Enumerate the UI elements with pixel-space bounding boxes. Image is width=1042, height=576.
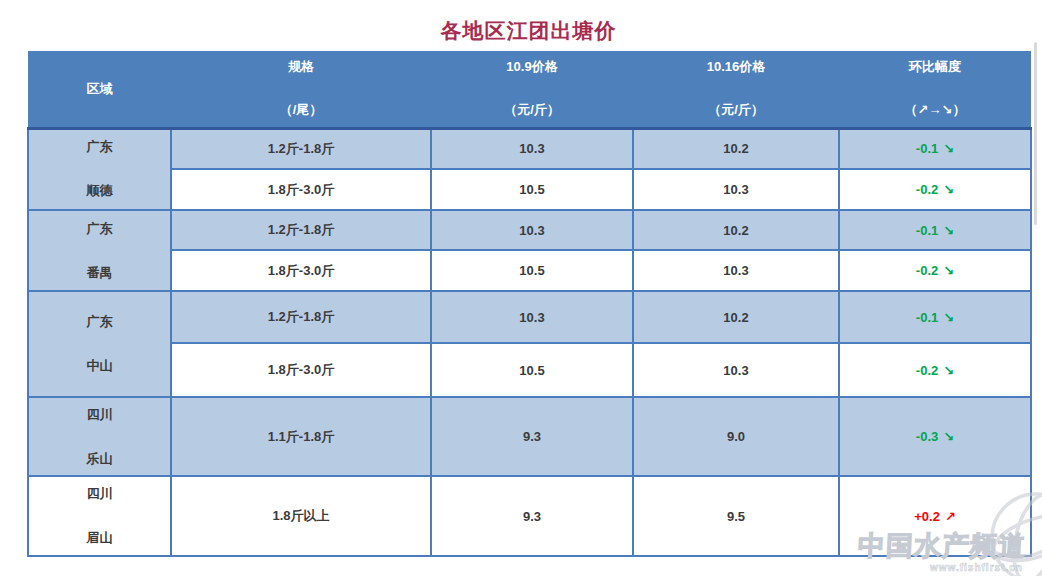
- watermark: 中国水产频道 www.fishfirst.cn: [858, 528, 1042, 576]
- price-new-cell: 10.2: [633, 210, 839, 250]
- change-cell: -0.1 ↘: [839, 291, 1031, 343]
- region-cell: 四川 乐山: [28, 397, 171, 476]
- table-row: 广东 顺德 1.2斤-1.8斤 10.3 10.2 -0.1↘: [28, 128, 1031, 169]
- trend-down-icon: ↘: [943, 310, 954, 325]
- change-cell: -0.1 ↘: [839, 128, 1031, 169]
- col-header-price-new: 10.16价格 （元/斤）: [633, 51, 839, 128]
- change-value: +0.2: [914, 509, 940, 524]
- trend-down-icon: ↘: [943, 263, 954, 278]
- spec-cell: 1.8斤以上: [171, 476, 431, 556]
- change-cell: -0.2 ↘: [839, 250, 1031, 291]
- region-line: 番禺: [87, 264, 113, 282]
- col-header-price-old: 10.9价格 （元/斤）: [431, 51, 633, 128]
- price-new-cell: 10.3: [633, 343, 839, 397]
- change-value: -0.2: [916, 263, 938, 278]
- region-line: 广东: [87, 313, 113, 331]
- watermark-name: 中国水产频道: [857, 528, 1042, 564]
- change-cell: -0.2 ↘: [839, 343, 1031, 397]
- price-old-cell: 10.5: [431, 169, 633, 210]
- col-header-price-new-label: 10.16价格: [707, 58, 766, 76]
- page: 各地区江团出塘价 区域 规格 （/尾） 10.9价格 （元/斤: [0, 0, 1042, 576]
- change-value: -0.1: [916, 223, 938, 238]
- trend-down-icon: ↘: [943, 182, 954, 197]
- region-line: 四川: [87, 485, 113, 503]
- spec-cell: 1.1斤-1.8斤: [171, 397, 431, 476]
- spec-cell: 1.2斤-1.8斤: [171, 210, 431, 250]
- col-header-price-new-unit: （元/斤）: [708, 101, 764, 119]
- page-title: 各地区江团出塘价: [27, 17, 1030, 45]
- col-header-change-label: 环比幅度: [909, 58, 961, 76]
- table-row: 广东 中山 1.2斤-1.8斤 10.3 10.2 -0.1↘: [28, 291, 1031, 343]
- table-row: 1.8斤-3.0斤 10.5 10.3 -0.2 ↘: [28, 343, 1031, 397]
- change-value: -0.1: [916, 310, 938, 325]
- price-new-cell: 9.5: [633, 476, 839, 556]
- trend-down-icon: ↘: [943, 363, 954, 378]
- spec-cell: 1.8斤-3.0斤: [171, 343, 431, 397]
- region-line: 顺德: [87, 182, 113, 200]
- region-line: 广东: [87, 220, 113, 238]
- change-cell: -0.3 ↘: [839, 397, 1031, 476]
- spec-cell: 1.8斤-3.0斤: [171, 169, 431, 210]
- table-row: 四川 乐山 1.1斤-1.8斤 9.3 9.0 -0.3 ↘: [28, 397, 1031, 476]
- trend-down-icon: ↘: [943, 223, 954, 238]
- col-header-price-old-label: 10.9价格: [506, 58, 557, 76]
- trend-down-icon: ↘: [943, 429, 954, 444]
- spec-cell: 1.2斤-1.8斤: [171, 291, 431, 343]
- header-row: 区域 规格 （/尾） 10.9价格 （元/斤） 10.16价格: [28, 51, 1031, 128]
- region-line: 中山: [87, 357, 113, 375]
- trend-down-icon: ↘: [943, 141, 954, 156]
- col-header-region: 区域: [28, 51, 171, 128]
- region-cell: 广东 中山: [28, 291, 171, 397]
- change-cell: -0.2 ↘: [839, 169, 1031, 210]
- price-old-cell: 9.3: [431, 397, 633, 476]
- price-new-cell: 10.3: [633, 250, 839, 291]
- col-header-spec-label: 规格: [288, 58, 314, 76]
- table-row: 1.8斤-3.0斤 10.5 10.3 -0.2 ↘: [28, 250, 1031, 291]
- col-header-spec-unit: （/尾）: [280, 101, 323, 119]
- region-line: 广东: [87, 138, 113, 156]
- price-new-cell: 10.3: [633, 169, 839, 210]
- col-header-price-old-unit: （元/斤）: [504, 101, 560, 119]
- table-row: 1.8斤-3.0斤 10.5 10.3 -0.2 ↘: [28, 169, 1031, 210]
- change-value: -0.1: [916, 141, 938, 156]
- spec-cell: 1.8斤-3.0斤: [171, 250, 431, 291]
- price-old-cell: 10.5: [431, 250, 633, 291]
- price-old-cell: 10.5: [431, 343, 633, 397]
- trend-up-icon: ↗: [945, 509, 956, 524]
- change-cell: -0.1 ↘: [839, 210, 1031, 250]
- change-value: -0.3: [916, 429, 938, 444]
- price-old-cell: 9.3: [431, 476, 633, 556]
- col-header-change: 环比幅度 （↗→↘）: [839, 51, 1031, 128]
- table-row: 广东 番禺 1.2斤-1.8斤 10.3 10.2 -0.1↘: [28, 210, 1031, 250]
- price-new-cell: 10.2: [633, 291, 839, 343]
- region-line: 乐山: [87, 450, 113, 468]
- col-header-spec: 规格 （/尾）: [171, 51, 431, 128]
- col-header-region-label: 区域: [87, 80, 113, 98]
- region-line: 眉山: [87, 529, 113, 547]
- region-line: 四川: [87, 406, 113, 424]
- price-new-cell: 10.2: [633, 128, 839, 169]
- price-table: 区域 规格 （/尾） 10.9价格 （元/斤） 10.16价格: [27, 51, 1032, 557]
- spec-cell: 1.2斤-1.8斤: [171, 128, 431, 169]
- price-old-cell: 10.3: [431, 291, 633, 343]
- price-new-cell: 9.0: [633, 397, 839, 476]
- col-header-change-unit: （↗→↘）: [905, 101, 966, 119]
- price-old-cell: 10.3: [431, 210, 633, 250]
- region-cell: 广东 顺德: [28, 128, 171, 210]
- region-cell: 广东 番禺: [28, 210, 171, 291]
- change-value: -0.2: [916, 363, 938, 378]
- price-old-cell: 10.3: [431, 128, 633, 169]
- region-cell: 四川 眉山: [28, 476, 171, 556]
- change-value: -0.2: [916, 182, 938, 197]
- scrollbar-thumb[interactable]: [1034, 42, 1037, 225]
